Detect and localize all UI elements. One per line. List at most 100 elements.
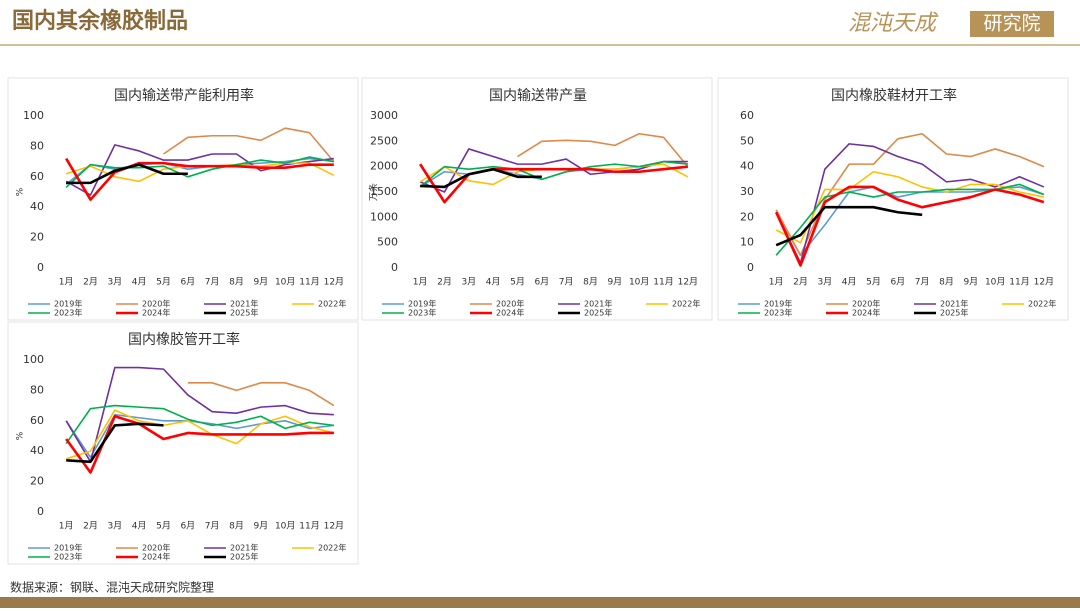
- x-tick-label: 9月: [607, 277, 622, 288]
- legend-label: 2022年: [672, 299, 700, 309]
- legend-label: 2021年: [584, 299, 612, 309]
- x-tick-label: 12月: [324, 277, 344, 288]
- chart-title: 国内输送带产量: [489, 88, 587, 104]
- chart-panel: [361, 77, 713, 321]
- series-line: [163, 127, 335, 163]
- x-tick-label: 8月: [583, 277, 598, 288]
- legend-label: 2020年: [142, 543, 170, 553]
- x-tick-label: 11月: [299, 277, 319, 288]
- x-tick-label: 6月: [534, 277, 549, 288]
- x-tick-label: 11月: [299, 521, 319, 532]
- series-line: [66, 422, 164, 464]
- y-tick-label: 60: [740, 109, 754, 122]
- chart-panel: [717, 77, 1069, 321]
- legend-label: 2020年: [852, 299, 880, 309]
- legend-label: 2025年: [230, 552, 258, 562]
- legend-label: 2021年: [940, 299, 968, 309]
- legend-label: 2025年: [584, 308, 612, 318]
- series-line: [517, 132, 689, 168]
- series-line: [420, 167, 542, 189]
- series-line: [65, 414, 334, 474]
- x-tick-label: 10月: [629, 277, 649, 288]
- legend-label: 2021年: [230, 543, 258, 553]
- y-axis-label: 万条: [368, 183, 380, 201]
- x-tick-label: 9月: [253, 521, 268, 532]
- x-tick-label: 8月: [229, 277, 244, 288]
- series-line: [774, 185, 1045, 267]
- series-line: [775, 170, 1044, 244]
- series-line: [187, 382, 335, 407]
- x-tick-label: 5月: [866, 277, 881, 288]
- y-tick-label: 40: [30, 444, 44, 457]
- x-tick-label: 5月: [156, 277, 171, 288]
- series-line: [775, 205, 923, 247]
- x-tick-label: 1月: [59, 521, 74, 532]
- x-tick-label: 9月: [963, 277, 978, 288]
- y-tick-label: 1000: [370, 210, 398, 223]
- legend-label: 2019年: [764, 299, 792, 309]
- x-tick-label: 2月: [83, 277, 98, 288]
- logo-text: 混沌天成: [848, 11, 939, 36]
- y-tick-label: 2500: [370, 134, 398, 147]
- x-tick-label: 8月: [229, 521, 244, 532]
- x-tick-label: 12月: [324, 521, 344, 532]
- y-tick-label: 50: [740, 134, 754, 147]
- chart-title: 国内橡胶鞋材开工率: [831, 87, 957, 104]
- x-tick-label: 1月: [769, 277, 784, 288]
- chart-title: 国内输送带产能利用率: [114, 87, 254, 104]
- x-tick-label: 8月: [939, 277, 954, 288]
- y-tick-label: 0: [37, 261, 44, 274]
- series-line: [66, 163, 188, 185]
- x-tick-label: 10月: [275, 521, 295, 532]
- y-tick-label: 0: [37, 505, 44, 518]
- y-tick-label: 30: [740, 185, 754, 198]
- legend-label: 2025年: [940, 308, 968, 318]
- series-line: [775, 132, 1045, 257]
- series-line: [419, 148, 688, 193]
- y-tick-label: 2000: [370, 160, 398, 173]
- y-tick-label: 60: [30, 170, 44, 183]
- y-tick-label: 40: [30, 200, 44, 213]
- legend-label: 2024年: [142, 308, 170, 318]
- legend-label: 2023年: [54, 552, 82, 562]
- y-axis-label: %: [16, 431, 26, 440]
- y-tick-label: 10: [740, 236, 754, 249]
- chart-panel: [7, 321, 359, 565]
- x-tick-label: 3月: [461, 277, 476, 288]
- legend-label: 2022年: [1028, 299, 1056, 309]
- x-tick-label: 7月: [559, 277, 574, 288]
- legend-label: 2023年: [764, 308, 792, 318]
- series-line: [65, 409, 335, 460]
- y-tick-label: 100: [23, 353, 44, 366]
- x-tick-label: 3月: [817, 277, 832, 288]
- x-tick-label: 3月: [107, 521, 122, 532]
- x-tick-label: 11月: [1009, 277, 1029, 288]
- x-tick-label: 3月: [107, 277, 122, 288]
- x-tick-label: 12月: [1034, 277, 1054, 288]
- y-tick-label: 20: [30, 231, 44, 244]
- legend-label: 2020年: [142, 299, 170, 309]
- y-tick-label: 3000: [370, 109, 398, 122]
- x-tick-label: 1月: [413, 277, 428, 288]
- series-line: [65, 404, 334, 445]
- series-line: [65, 156, 334, 189]
- x-tick-label: 6月: [180, 521, 195, 532]
- y-tick-label: 40: [740, 160, 754, 173]
- x-tick-label: 2月: [83, 521, 98, 532]
- x-tick-label: 5月: [156, 521, 171, 532]
- series-line: [65, 157, 334, 186]
- x-tick-label: 4月: [486, 277, 501, 288]
- x-tick-label: 7月: [915, 277, 930, 288]
- x-tick-label: 4月: [842, 277, 857, 288]
- y-tick-label: 0: [391, 261, 398, 274]
- chart-panel: [7, 77, 359, 321]
- x-tick-label: 2月: [437, 277, 452, 288]
- legend-label: 2023年: [408, 308, 436, 318]
- x-tick-label: 10月: [275, 277, 295, 288]
- series-line: [65, 144, 334, 196]
- series-line: [419, 160, 688, 188]
- y-tick-label: 0: [747, 261, 754, 274]
- x-tick-label: 12月: [678, 277, 698, 288]
- legend-label: 2021年: [230, 299, 258, 309]
